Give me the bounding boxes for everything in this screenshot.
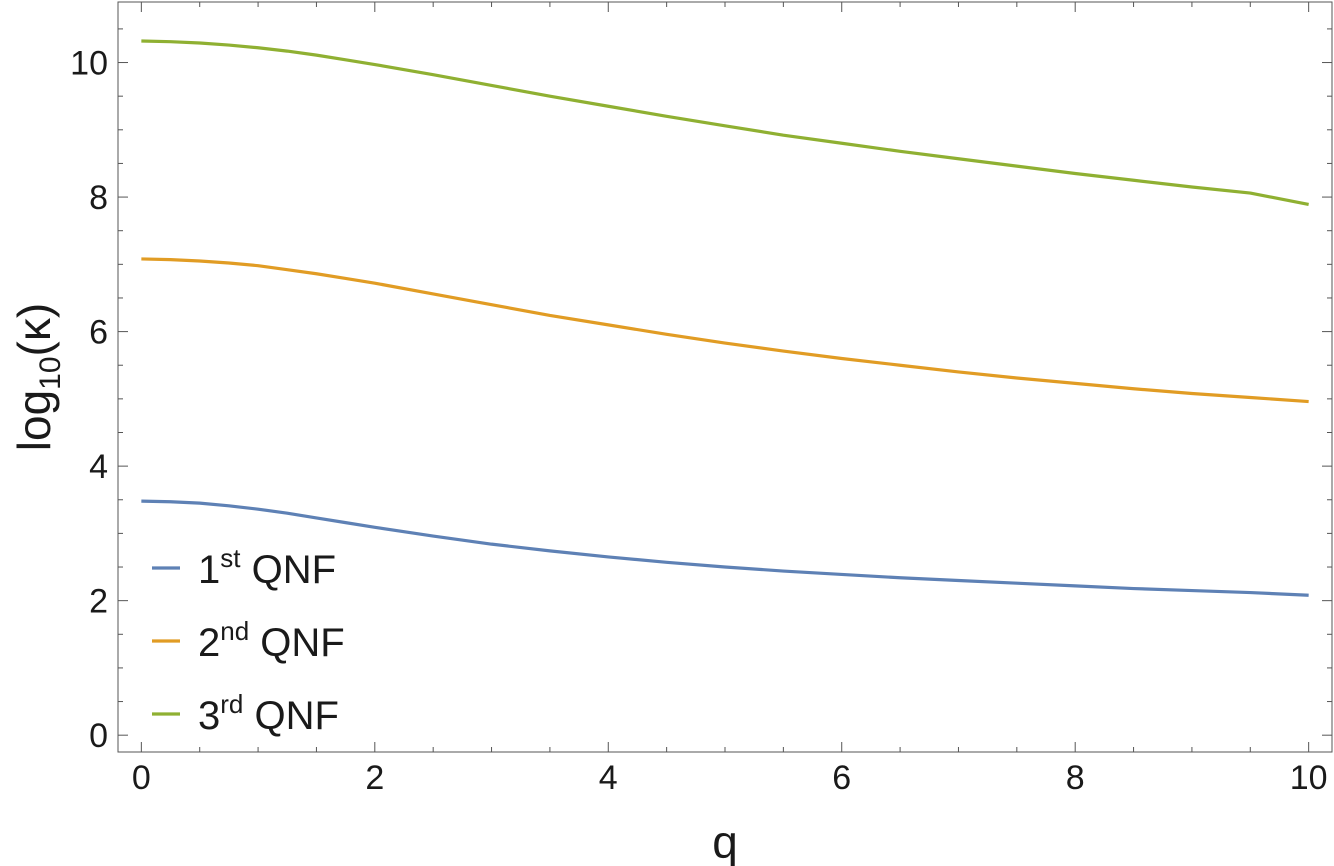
- legend-ordinal-suffix: rd: [220, 689, 243, 719]
- x-axis-title: q: [712, 816, 738, 866]
- x-tick-label: 6: [832, 759, 851, 797]
- legend-series-name: QNF: [249, 621, 345, 665]
- y-axis-title-argument: (κ): [8, 303, 60, 357]
- major-ticks: [118, 2, 1332, 752]
- minor-ticks: [118, 2, 1332, 752]
- y-tick-label: 2: [89, 583, 108, 621]
- y-tick-label: 4: [89, 448, 108, 486]
- legend-ordinal: 1: [198, 548, 220, 592]
- series-lines: [141, 39, 1309, 597]
- legend-ordinal: 2: [198, 621, 220, 665]
- series-line-3rd: [141, 39, 1309, 207]
- legend-ordinal: 3: [198, 694, 220, 738]
- x-tick-label: 2: [365, 759, 384, 797]
- y-tick-label: 0: [89, 717, 108, 755]
- tick-labels: 0 2 4 6 8 10 0 2 4 6 8 10: [70, 45, 1327, 797]
- legend-label-3rd: 3rd QNF: [198, 689, 339, 738]
- x-tick-label: 8: [1066, 759, 1085, 797]
- y-tick-label: 10: [70, 45, 108, 83]
- legend-ordinal-suffix: nd: [220, 616, 249, 646]
- legend-label-2nd: 2nd QNF: [198, 616, 345, 665]
- x-tick-label: 0: [132, 759, 151, 797]
- legend-ordinal-suffix: st: [220, 543, 241, 573]
- y-axis-title: log10(κ): [8, 303, 67, 451]
- y-axis-title-base: log: [8, 390, 60, 451]
- y-axis-title-subscript: 10: [34, 356, 67, 389]
- series-line-1st: [141, 499, 1309, 597]
- x-tick-label: 4: [599, 759, 618, 797]
- legend-label-1st: 1st QNF: [198, 543, 336, 592]
- legend-series-name: QNF: [243, 694, 339, 738]
- y-tick-label: 8: [89, 179, 108, 217]
- series-line-2nd: [141, 257, 1309, 404]
- legend-series-name: QNF: [240, 548, 336, 592]
- y-tick-label: 6: [89, 314, 108, 352]
- x-tick-label: 10: [1290, 759, 1328, 797]
